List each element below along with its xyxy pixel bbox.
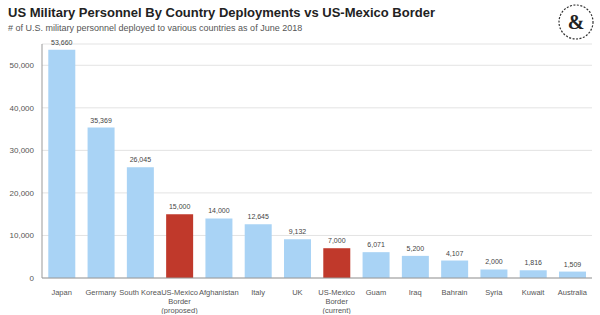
svg-text:Afghanistan: Afghanistan	[199, 288, 239, 297]
svg-text:Guam: Guam	[366, 288, 386, 297]
svg-text:Italy: Italy	[251, 288, 265, 297]
svg-text:Bahrain: Bahrain	[442, 288, 468, 297]
svg-text:Iraq: Iraq	[409, 288, 422, 297]
svg-text:15,000: 15,000	[169, 203, 191, 210]
svg-text:10,000: 10,000	[10, 231, 35, 240]
svg-text:&: &	[568, 11, 585, 33]
svg-text:4,107: 4,107	[446, 250, 464, 257]
svg-text:Syria: Syria	[485, 288, 503, 297]
svg-text:35,369: 35,369	[90, 117, 112, 124]
svg-text:South Korea: South Korea	[119, 288, 162, 297]
svg-text:53,660: 53,660	[51, 39, 73, 46]
svg-text:30,000: 30,000	[10, 146, 35, 155]
svg-text:40,000: 40,000	[10, 104, 35, 113]
svg-text:6,071: 6,071	[367, 241, 385, 248]
svg-text:Australia: Australia	[558, 288, 588, 297]
svg-text:20,000: 20,000	[10, 189, 35, 198]
svg-text:50,000: 50,000	[10, 61, 35, 70]
html-text:# of U.S. military personnel d: # of U.S. military personnel deployed to…	[8, 23, 303, 33]
svg-text:0: 0	[30, 274, 35, 283]
svg-text:1,509: 1,509	[564, 261, 582, 268]
svg-text:US-MexicoBorder(current): US-MexicoBorder(current)	[318, 288, 355, 314]
html-text:US Military Personnel By Count: US Military Personnel By Country Deploym…	[8, 5, 435, 20]
svg-text:Germany: Germany	[86, 288, 117, 297]
svg-text:9,132: 9,132	[289, 228, 307, 235]
svg-text:UK: UK	[292, 288, 302, 297]
svg-text:Kuwait: Kuwait	[522, 288, 545, 297]
svg-text:1,816: 1,816	[524, 259, 542, 266]
svg-text:5,200: 5,200	[407, 245, 425, 252]
svg-text:Japan: Japan	[51, 288, 71, 297]
svg-text:14,000: 14,000	[208, 207, 230, 214]
svg-text:26,045: 26,045	[130, 156, 152, 163]
svg-text:US-MexicoBorder(proposed): US-MexicoBorder(proposed)	[161, 288, 198, 314]
svg-text:12,645: 12,645	[248, 213, 270, 220]
svg-text:7,000: 7,000	[328, 237, 346, 244]
svg-text:2,000: 2,000	[485, 258, 503, 265]
